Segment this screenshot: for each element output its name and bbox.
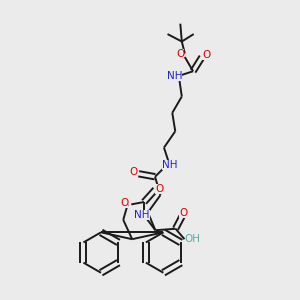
Text: NH: NH (163, 160, 178, 170)
Text: O: O (179, 208, 188, 218)
Text: O: O (155, 184, 164, 194)
Text: OH: OH (185, 234, 201, 244)
Text: O: O (202, 50, 210, 61)
Text: NH: NH (134, 210, 150, 220)
Text: O: O (120, 198, 128, 208)
Text: O: O (130, 167, 138, 177)
Text: NH: NH (167, 71, 182, 81)
Text: O: O (176, 49, 184, 59)
